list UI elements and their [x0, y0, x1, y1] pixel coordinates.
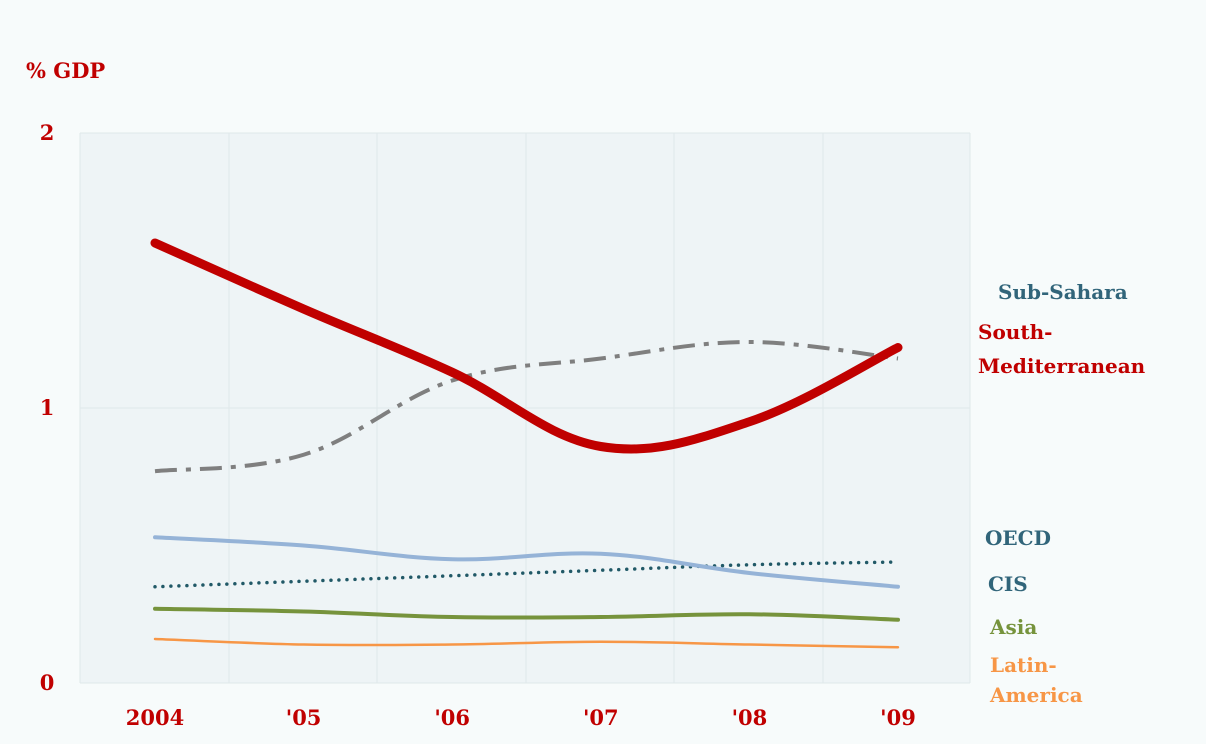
label-sub-sahara: Sub-Sahara	[998, 280, 1128, 304]
x-tick-label: '07	[583, 705, 619, 730]
label-south-mediterranean: South- Mediterranean	[978, 315, 1145, 383]
series-line-south-mediterranean	[150, 238, 903, 454]
y-axis-label: % GDP	[26, 58, 106, 83]
label-sub-sahara-text: Sub-Sahara	[998, 280, 1128, 304]
x-tick-label: '06	[434, 705, 470, 730]
label-latin-america: Latin- America	[990, 650, 1083, 710]
series-line-cis	[153, 560, 900, 589]
label-cis-text: CIS	[988, 572, 1028, 596]
y-tick-label: 2	[40, 120, 55, 145]
x-tick-label: '08	[732, 705, 768, 730]
x-tick-label: 2004	[126, 705, 184, 730]
label-south-med-line1: South-	[978, 320, 1053, 344]
label-asia: Asia	[990, 615, 1037, 639]
label-south-med-line2: Mediterranean	[978, 354, 1146, 378]
y-tick-label: 0	[40, 670, 55, 695]
label-latin-line2: America	[990, 683, 1083, 707]
label-latin-line1: Latin-	[990, 653, 1057, 677]
series-line-latin-america	[153, 637, 900, 649]
x-tick-label: '05	[286, 705, 322, 730]
series-line-sub-sahara	[154, 340, 899, 474]
series-line-asia	[153, 606, 900, 622]
label-oecd: OECD	[985, 526, 1051, 550]
label-cis: CIS	[988, 572, 1028, 596]
label-oecd-text: OECD	[985, 526, 1051, 550]
x-tick-label: '09	[880, 705, 916, 730]
label-asia-text: Asia	[990, 615, 1038, 639]
y-tick-label: 1	[40, 395, 55, 420]
series-line-oecd	[153, 535, 900, 589]
